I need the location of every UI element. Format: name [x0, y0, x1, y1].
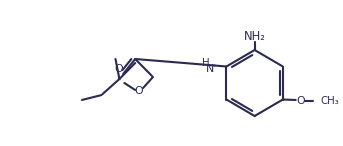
Text: NH₂: NH₂	[244, 29, 265, 42]
Text: N: N	[205, 64, 214, 73]
Text: CH₃: CH₃	[320, 95, 339, 106]
Text: O: O	[135, 86, 143, 96]
Text: O: O	[296, 95, 305, 106]
Text: O: O	[114, 64, 122, 74]
Text: H: H	[202, 59, 210, 68]
